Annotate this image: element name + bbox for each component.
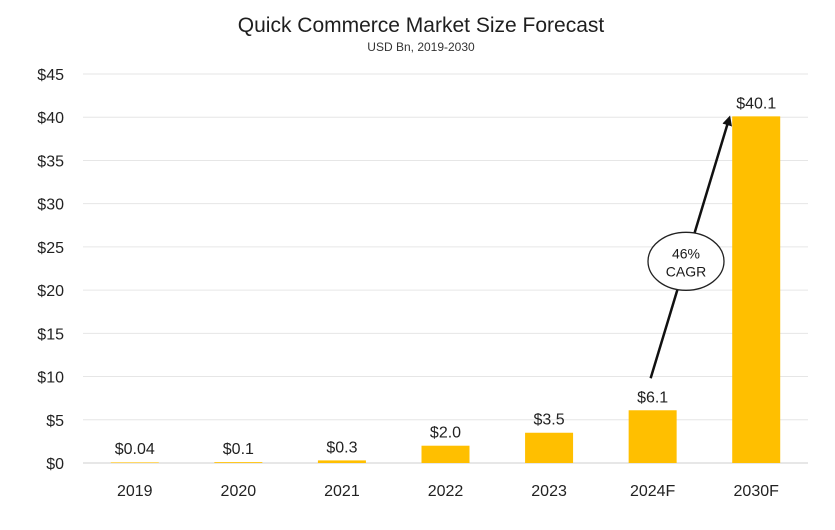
chart-subtitle: USD Bn, 2019-2030	[367, 40, 475, 54]
data-label: $6.1	[637, 389, 668, 406]
cagr-bubble	[647, 231, 725, 291]
bar-2024f	[628, 410, 677, 463]
y-tick-label: $40	[37, 110, 64, 127]
cagr-percent: 46%	[672, 245, 700, 261]
x-tick-label: 2030F	[734, 483, 780, 500]
data-label: $0.1	[223, 441, 254, 458]
y-tick-label: $25	[37, 240, 64, 257]
y-tick-label: $0	[46, 456, 64, 473]
y-axis-ticks: $0 $5 $10 $15 $20 $25 $30 $35 $40 $45	[37, 67, 64, 473]
cagr-label: CAGR	[666, 263, 706, 279]
x-tick-label: 2020	[221, 483, 257, 500]
data-label: $3.5	[534, 412, 565, 429]
y-tick-label: $20	[37, 283, 64, 300]
data-label: $2.0	[430, 425, 461, 442]
bar-2023	[525, 432, 574, 463]
bar-2022	[421, 445, 470, 463]
data-label: $0.04	[115, 441, 155, 458]
y-tick-label: $10	[37, 370, 64, 387]
gridlines	[83, 73, 808, 464]
y-tick-label: $30	[37, 197, 64, 214]
data-label: $40.1	[736, 95, 776, 112]
x-tick-label: 2023	[531, 483, 567, 500]
y-tick-label: $35	[37, 153, 64, 170]
bar-2021	[317, 460, 366, 463]
bars	[110, 116, 781, 463]
data-label: $0.3	[326, 439, 357, 456]
bar-2030f	[732, 116, 781, 463]
y-tick-label: $5	[46, 413, 64, 430]
x-tick-label: 2022	[428, 483, 464, 500]
x-tick-label: 2021	[324, 483, 360, 500]
y-tick-label: $15	[37, 326, 64, 343]
data-labels: $0.04 $0.1 $0.3 $2.0 $3.5 $6.1 $40.1	[115, 95, 777, 458]
y-tick-label: $45	[37, 67, 64, 84]
x-tick-label: 2019	[117, 483, 153, 500]
bar-2019	[110, 462, 159, 463]
x-axis-ticks: 2019 2020 2021 2022 2023 2024F 2030F	[117, 483, 779, 500]
bar-2020	[214, 462, 263, 463]
chart-title: Quick Commerce Market Size Forecast	[238, 14, 605, 37]
x-tick-label: 2024F	[630, 483, 676, 500]
cagr-annotation: 46% CAGR	[647, 115, 732, 379]
